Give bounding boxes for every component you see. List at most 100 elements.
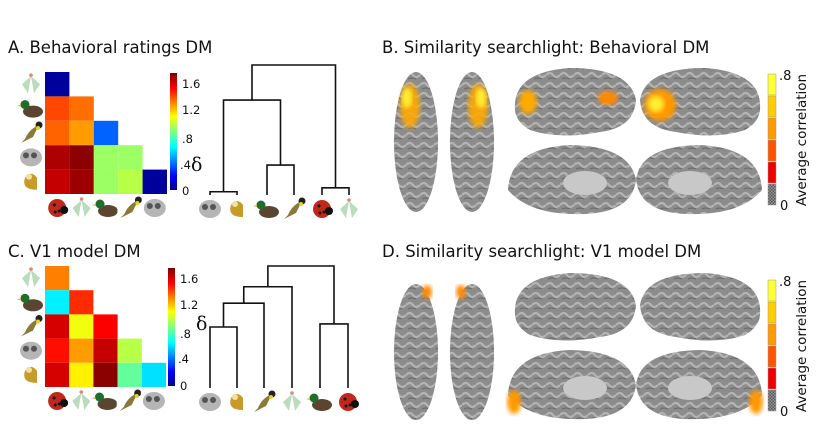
head xyxy=(79,390,84,394)
head xyxy=(20,293,30,303)
body xyxy=(20,341,42,360)
spot xyxy=(344,404,348,408)
eye xyxy=(153,396,160,402)
colorbar-top-label: .8 xyxy=(779,69,791,84)
eye xyxy=(23,152,29,159)
throat xyxy=(269,395,273,399)
lateral-view-left xyxy=(514,68,636,136)
delta-symbol: δ xyxy=(196,313,207,335)
medial-view-left xyxy=(508,145,636,215)
eye xyxy=(145,396,152,402)
medial-view-right xyxy=(636,145,762,215)
moth-icon xyxy=(68,196,95,220)
cell-duck-ladybug xyxy=(45,290,70,315)
cell-lemur-duck xyxy=(93,338,118,363)
dendrogram-link xyxy=(251,64,337,188)
body xyxy=(23,299,43,312)
panel-b-title: B. Similarity searchlight: Behavioral DM xyxy=(382,38,709,57)
tick-0.8: .8 xyxy=(182,132,193,146)
head xyxy=(60,399,69,407)
body xyxy=(21,125,39,143)
wings xyxy=(72,200,91,217)
wings xyxy=(22,270,40,288)
panel-a-title: A. Behavioral ratings DM xyxy=(8,38,212,57)
colorbar-label: Average correlation xyxy=(794,74,810,206)
cell-monkey-lemur xyxy=(141,362,166,387)
spot xyxy=(53,210,57,214)
face xyxy=(232,201,238,207)
eye xyxy=(23,345,29,352)
medial-view-left xyxy=(507,350,636,420)
spot xyxy=(318,211,322,215)
colorbar-segment xyxy=(767,183,777,206)
head xyxy=(290,391,294,395)
colorbar-segment xyxy=(767,345,777,368)
spot xyxy=(348,403,352,407)
body xyxy=(142,392,165,410)
panel-c-heatmap xyxy=(17,266,167,413)
colorbar-segment xyxy=(767,389,777,412)
ladybug-icon xyxy=(44,196,71,220)
throat xyxy=(36,126,40,130)
cell-bird-moth xyxy=(69,314,94,339)
duck-icon xyxy=(306,390,333,414)
body xyxy=(143,199,166,217)
wings xyxy=(340,201,358,218)
cell-monkey-lemur xyxy=(142,169,167,194)
beak xyxy=(92,204,96,206)
colorbar-segment xyxy=(767,279,777,302)
cell-lemur-moth xyxy=(69,145,94,170)
colorbar-segment xyxy=(767,139,777,162)
bird-icon xyxy=(18,121,44,145)
head xyxy=(29,73,33,77)
dorsal-view-right xyxy=(450,284,494,420)
colorbar-segment xyxy=(767,301,777,324)
cell-monkey-duck xyxy=(93,362,118,387)
panel-c-title: C. V1 model DM xyxy=(8,242,141,261)
tick-1.2: 1.2 xyxy=(182,103,200,117)
moth-icon xyxy=(279,390,305,414)
wings xyxy=(283,394,301,411)
cell-moth-ladybug xyxy=(45,72,70,97)
cell-bird-ladybug xyxy=(45,120,70,146)
colorbar-segment xyxy=(767,95,777,118)
body xyxy=(259,206,279,218)
lemur-icon xyxy=(197,197,223,221)
monkey-icon xyxy=(224,390,250,414)
beak xyxy=(253,205,257,207)
colorbar-bottom-label: 0 xyxy=(780,199,788,214)
correlation-colorbar-b: .8 0 Average correlation xyxy=(767,69,810,214)
tick-0.4: .4 xyxy=(180,158,191,172)
duck-icon xyxy=(91,389,119,413)
colorbar-segment xyxy=(767,73,777,96)
eye xyxy=(202,397,208,403)
panel-b-brains xyxy=(394,68,762,215)
correlation-colorbar-d: .8 0 Average correlation xyxy=(767,275,810,420)
spot xyxy=(57,209,61,213)
spot xyxy=(57,402,61,406)
spot xyxy=(343,397,347,401)
cell-monkey-ladybug xyxy=(45,362,70,387)
dorsal-view-right xyxy=(450,72,494,212)
duck-icon xyxy=(17,290,44,315)
colorbar-segment xyxy=(767,117,777,140)
eye xyxy=(202,204,208,210)
beak xyxy=(17,298,21,301)
panel-c-dendrogram xyxy=(197,265,361,414)
spot xyxy=(53,403,57,407)
cell-lemur-duck xyxy=(93,145,119,170)
colorbar-bottom-label: 0 xyxy=(780,405,788,420)
body xyxy=(20,148,42,167)
throat xyxy=(134,394,139,398)
tick-0: 0 xyxy=(182,184,189,198)
head xyxy=(95,199,105,209)
wings xyxy=(22,76,40,94)
delta-symbol: δ xyxy=(191,154,202,176)
spot xyxy=(322,210,326,214)
cell-duck-ladybug xyxy=(45,96,70,121)
bird-icon xyxy=(251,390,277,414)
duck-icon xyxy=(253,197,280,221)
eye xyxy=(31,345,37,352)
cell-lemur-bird xyxy=(117,338,142,363)
dm-colorbar-a: 1.6 1.2 .8 .4 0 δ xyxy=(170,73,202,198)
